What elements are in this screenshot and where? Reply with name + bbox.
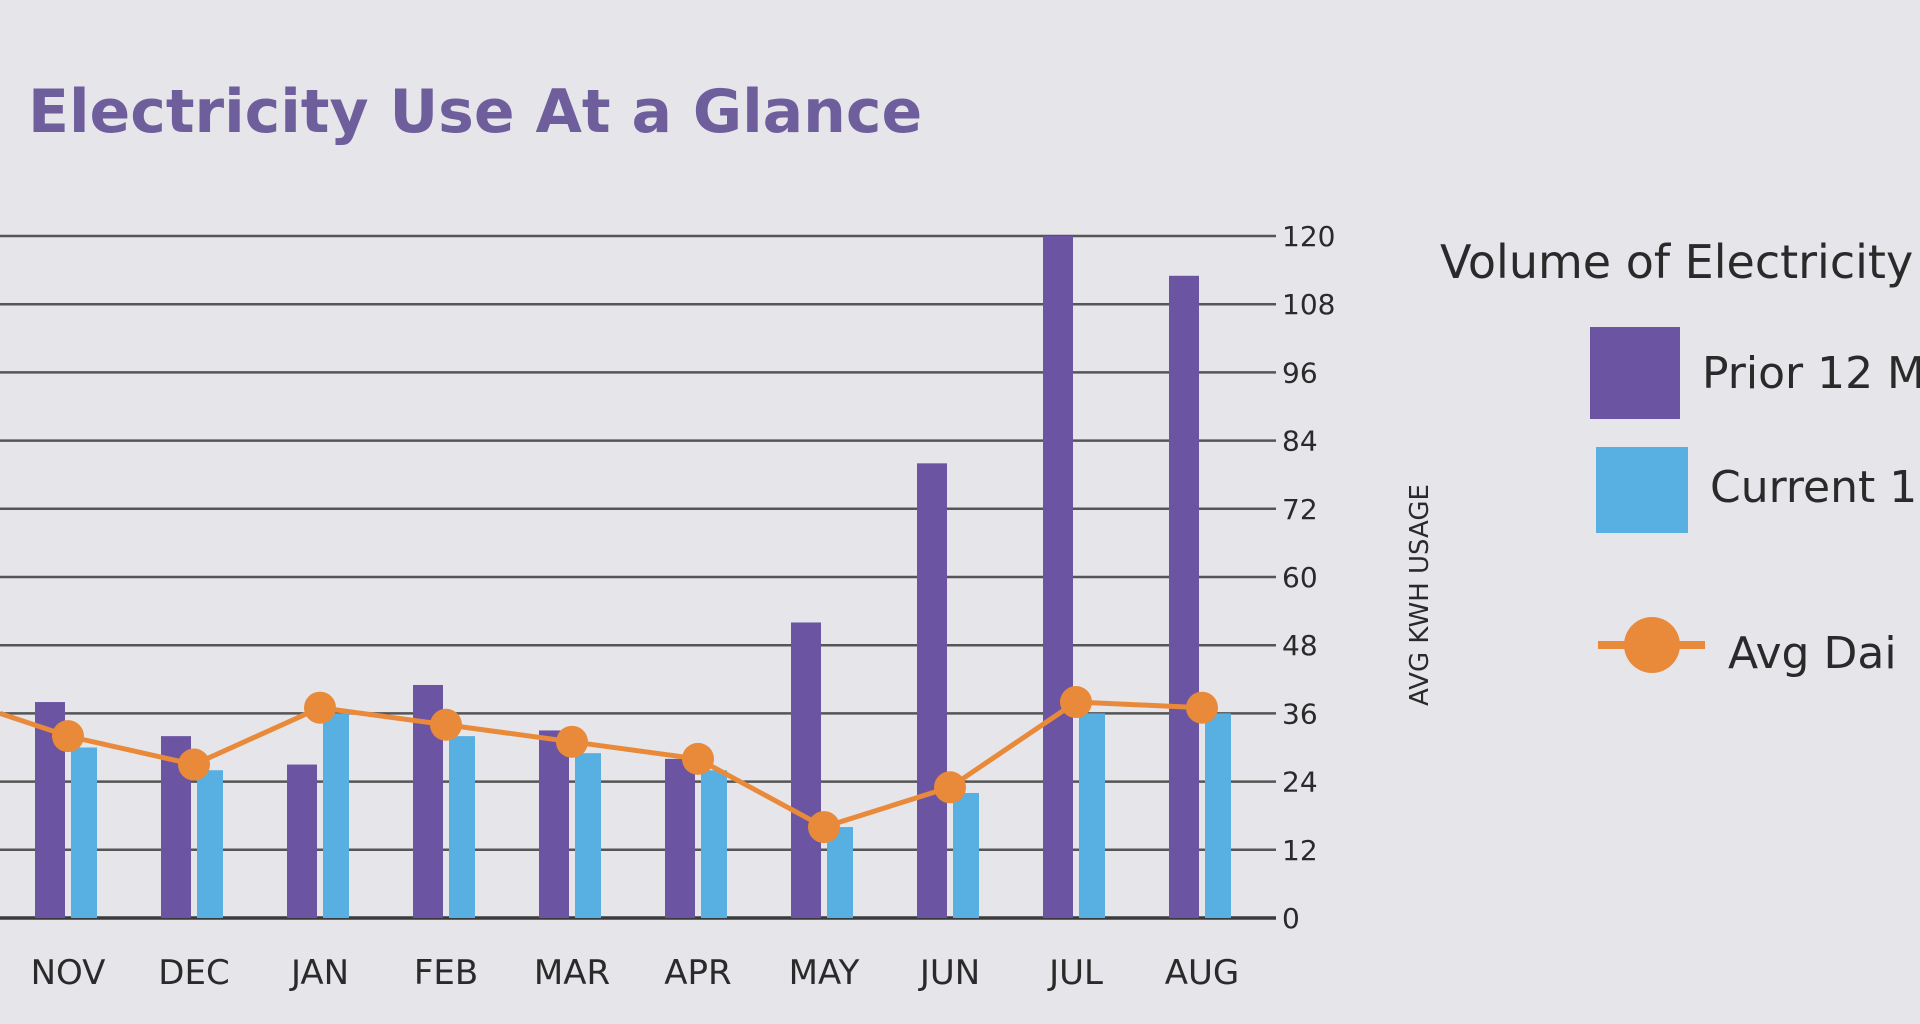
y-tick-label: 12 bbox=[1282, 834, 1318, 867]
y-tick-label: 24 bbox=[1282, 766, 1318, 799]
bar-current bbox=[71, 747, 97, 918]
avg-point bbox=[556, 725, 588, 758]
bar-current bbox=[827, 827, 853, 918]
x-tick-label: AUG bbox=[1165, 953, 1240, 993]
avg-point bbox=[682, 742, 714, 775]
y-axis-label: AVG KWH USAGE bbox=[1405, 484, 1435, 706]
bar-prior bbox=[917, 463, 947, 918]
x-tick-label: JUL bbox=[1047, 953, 1103, 993]
bar-current bbox=[701, 770, 727, 918]
x-tick-label: NOV bbox=[31, 953, 106, 993]
legend-title: Volume of Electricity bbox=[1440, 235, 1913, 289]
x-tick-label: MAY bbox=[789, 953, 860, 993]
bar-current bbox=[953, 792, 979, 918]
avg-point bbox=[52, 720, 84, 753]
bar-prior bbox=[791, 622, 821, 918]
x-tick-label: MAR bbox=[534, 953, 610, 993]
y-tick-label: 120 bbox=[1282, 220, 1335, 253]
bar-marks bbox=[35, 236, 1231, 918]
legend: Volume of Electricity Prior 12 M Current… bbox=[1440, 235, 1920, 679]
bar-current bbox=[1205, 713, 1231, 918]
y-tick-label: 84 bbox=[1282, 425, 1318, 458]
y-tick-label: 96 bbox=[1282, 356, 1318, 389]
bar-current bbox=[449, 736, 475, 918]
y-tick-label: 0 bbox=[1282, 902, 1300, 935]
page-title: Electricity Use At a Glance bbox=[28, 77, 922, 147]
y-tick-label: 48 bbox=[1282, 629, 1318, 662]
x-tick-label: DEC bbox=[158, 953, 229, 993]
blue-square bbox=[1596, 447, 1688, 533]
bar-prior bbox=[539, 730, 569, 918]
x-tick-label: JAN bbox=[289, 953, 349, 993]
y-tick-label: 108 bbox=[1282, 288, 1335, 321]
bar-current bbox=[197, 770, 223, 918]
y-axis-ticks: 0 12 24 36 48 60 72 84 96 108 120 bbox=[1282, 220, 1335, 935]
purple-square bbox=[1590, 327, 1680, 419]
avg-point bbox=[934, 771, 966, 804]
bar-current bbox=[323, 713, 349, 918]
bar-prior bbox=[1043, 236, 1073, 918]
x-tick-label: FEB bbox=[414, 953, 478, 993]
bar-prior bbox=[287, 764, 317, 918]
legend-item-label: Current 1 bbox=[1710, 462, 1917, 513]
y-tick-label: 60 bbox=[1282, 561, 1318, 594]
bar-prior bbox=[1169, 275, 1199, 918]
avg-point bbox=[430, 708, 462, 741]
avg-point bbox=[808, 811, 840, 844]
legend-item-label: Avg Dai bbox=[1728, 628, 1897, 679]
y-tick-label: 36 bbox=[1282, 697, 1318, 730]
avg-point bbox=[1186, 691, 1218, 724]
x-tick-label: APR bbox=[664, 953, 731, 993]
bar-prior bbox=[665, 758, 695, 918]
avg-point bbox=[1060, 686, 1092, 719]
x-axis-categories: NOV DEC JAN FEB MAR APR MAY JUN JUL AUG bbox=[31, 953, 1240, 993]
orange-line-dot-marker bbox=[1624, 617, 1680, 673]
bar-current bbox=[1079, 713, 1105, 918]
avg-point bbox=[304, 691, 336, 724]
x-tick-label: JUN bbox=[918, 953, 980, 993]
avg-point bbox=[178, 748, 210, 781]
y-tick-label: 72 bbox=[1282, 493, 1318, 526]
avg-line bbox=[0, 686, 1218, 844]
legend-item-label: Prior 12 M bbox=[1702, 348, 1920, 399]
bar-current bbox=[575, 753, 601, 918]
